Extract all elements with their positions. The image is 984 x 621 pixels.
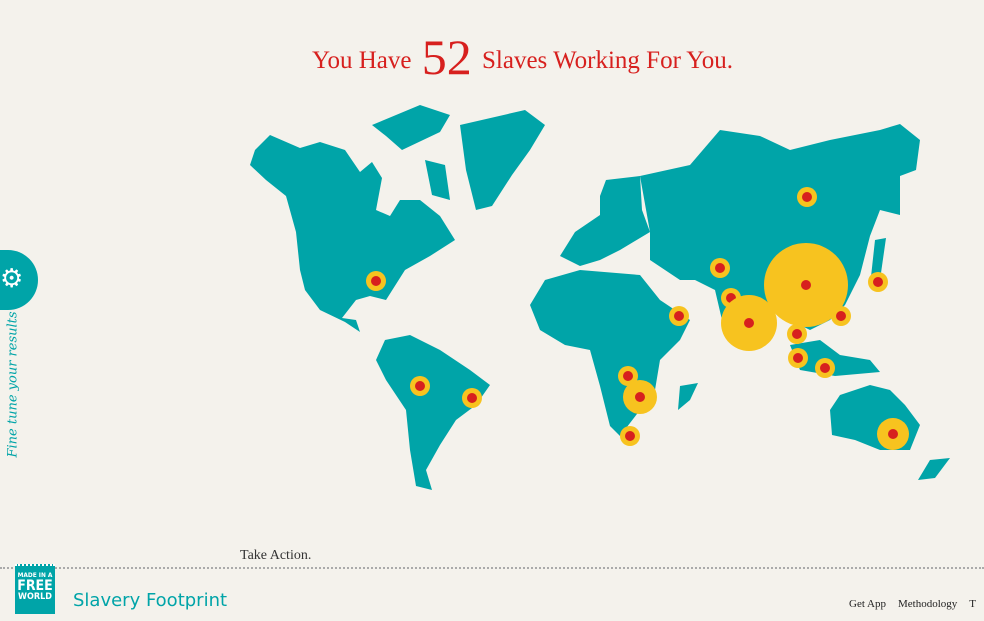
landmass-baffin-island: [425, 160, 450, 200]
divider: [0, 567, 984, 569]
logo-line1: MADE IN A: [17, 571, 53, 579]
marker-dot: [623, 371, 633, 381]
made-in-a-free-world-logo[interactable]: MADE IN A FREE WORLD: [15, 564, 55, 614]
landmass-south-america: [376, 335, 490, 490]
marker-dot: [793, 353, 803, 363]
gear-icon: ⚙: [0, 264, 24, 294]
logo-line2: FREE: [17, 577, 53, 594]
country-marker[interactable]: [366, 271, 386, 291]
marker-dot: [674, 311, 684, 321]
marker-dot: [820, 363, 830, 373]
headline-prefix: You Have: [311, 47, 412, 74]
country-marker[interactable]: [764, 243, 848, 327]
landmass-new-zealand: [918, 458, 950, 480]
country-marker[interactable]: [620, 426, 640, 446]
country-marker[interactable]: [462, 388, 482, 408]
headline: You Have 52 Slaves Working For You.: [0, 28, 984, 86]
settings-button[interactable]: ⚙: [0, 250, 38, 310]
marker-dot: [792, 329, 802, 339]
country-marker[interactable]: [797, 187, 817, 207]
country-marker[interactable]: [788, 348, 808, 368]
marker-dot: [415, 381, 425, 391]
marker-dot: [635, 392, 645, 402]
fine-tune-link[interactable]: Fine tune your results: [5, 311, 21, 458]
country-marker[interactable]: [710, 258, 730, 278]
brand-name[interactable]: Slavery Footprint: [73, 590, 228, 611]
country-marker[interactable]: [669, 306, 689, 326]
landmass-indonesia: [790, 340, 880, 376]
take-action-link[interactable]: Take Action.: [240, 548, 312, 563]
logo-line3: WORLD: [18, 591, 52, 602]
marker-dot: [744, 318, 754, 328]
country-marker[interactable]: [721, 295, 777, 351]
footer-links: Get App Methodology T: [849, 598, 984, 610]
country-marker[interactable]: [868, 272, 888, 292]
country-marker[interactable]: [815, 358, 835, 378]
marker-dot: [802, 192, 812, 202]
country-marker[interactable]: [618, 366, 638, 386]
landmass-greenland: [460, 110, 545, 210]
marker-dot: [371, 276, 381, 286]
get-app-link[interactable]: Get App: [849, 598, 886, 610]
landmass-arctic-islands: [372, 105, 450, 150]
country-marker[interactable]: [787, 324, 807, 344]
landmass-madagascar: [678, 383, 698, 410]
marker-dot: [836, 311, 846, 321]
marker-dot: [888, 429, 898, 439]
country-marker[interactable]: [623, 380, 657, 414]
footer-link-truncated[interactable]: T: [969, 598, 976, 610]
marker-dot: [625, 431, 635, 441]
marker-dot: [715, 263, 725, 273]
headline-suffix: Slaves Working For You.: [482, 47, 734, 74]
world-map: [250, 105, 950, 490]
marker-dot: [801, 280, 811, 290]
country-marker[interactable]: [877, 418, 909, 450]
landmass-north-america: [250, 135, 455, 332]
landmass-europe: [560, 176, 650, 266]
marker-dot: [873, 277, 883, 287]
landmass-asia: [640, 124, 920, 330]
country-marker[interactable]: [831, 306, 851, 326]
methodology-link[interactable]: Methodology: [897, 598, 958, 610]
slave-count: 52: [421, 29, 472, 85]
country-marker[interactable]: [410, 376, 430, 396]
landmass-africa: [530, 270, 690, 436]
marker-dot: [467, 393, 477, 403]
